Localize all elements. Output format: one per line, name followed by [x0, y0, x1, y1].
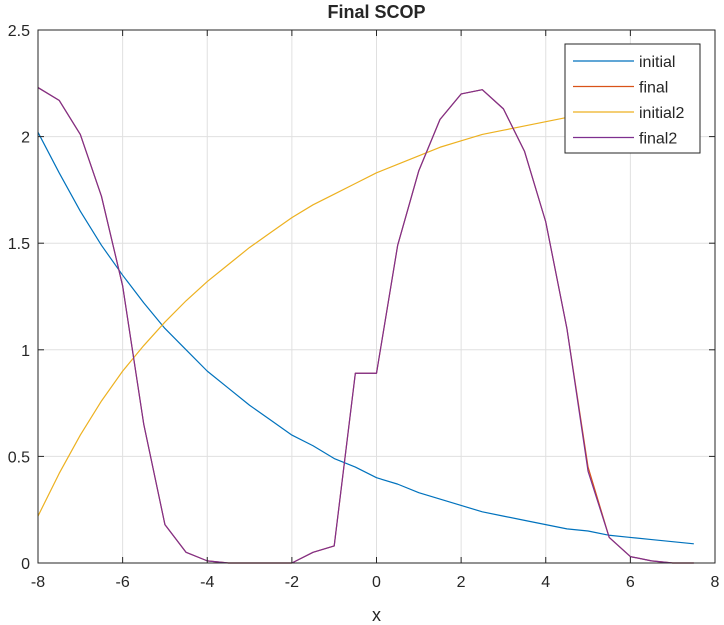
chart-title: Final SCOP: [327, 2, 425, 22]
x-tick-label: 8: [711, 574, 720, 591]
legend-label-final2: final2: [639, 131, 677, 148]
y-tick-label: 1.5: [8, 236, 30, 253]
legend-label-initial2: initial2: [639, 105, 684, 122]
y-tick-label: 0.5: [8, 449, 30, 466]
x-tick-label: 4: [541, 574, 550, 591]
series-line-final2: [37, 87, 694, 564]
y-tick-label: 2: [21, 130, 30, 147]
legend-box: [564, 43, 701, 154]
legend-label-final: final: [639, 80, 668, 97]
x-axis-label: x: [372, 605, 381, 625]
legend-label-initial: initial: [639, 54, 675, 71]
x-tick-label: 0: [372, 574, 381, 591]
x-tick-label: -2: [285, 574, 299, 591]
x-tick-label: -8: [31, 574, 45, 591]
x-tick-label: 2: [457, 574, 466, 591]
x-tick-label: -4: [200, 574, 214, 591]
y-tick-label: 2.5: [8, 23, 30, 40]
x-tick-label: 6: [626, 574, 635, 591]
series-line-initial: [37, 132, 694, 545]
ticks: -8 -6 -4 -2 0 2 4 6 8 0 0.5 1 1.5 2 2.5: [8, 23, 720, 591]
y-tick-label: 1: [21, 343, 30, 360]
legend: initial final initial2 final2: [564, 43, 701, 154]
x-tick-label: -6: [116, 574, 130, 591]
y-tick-label: 0: [21, 556, 30, 573]
